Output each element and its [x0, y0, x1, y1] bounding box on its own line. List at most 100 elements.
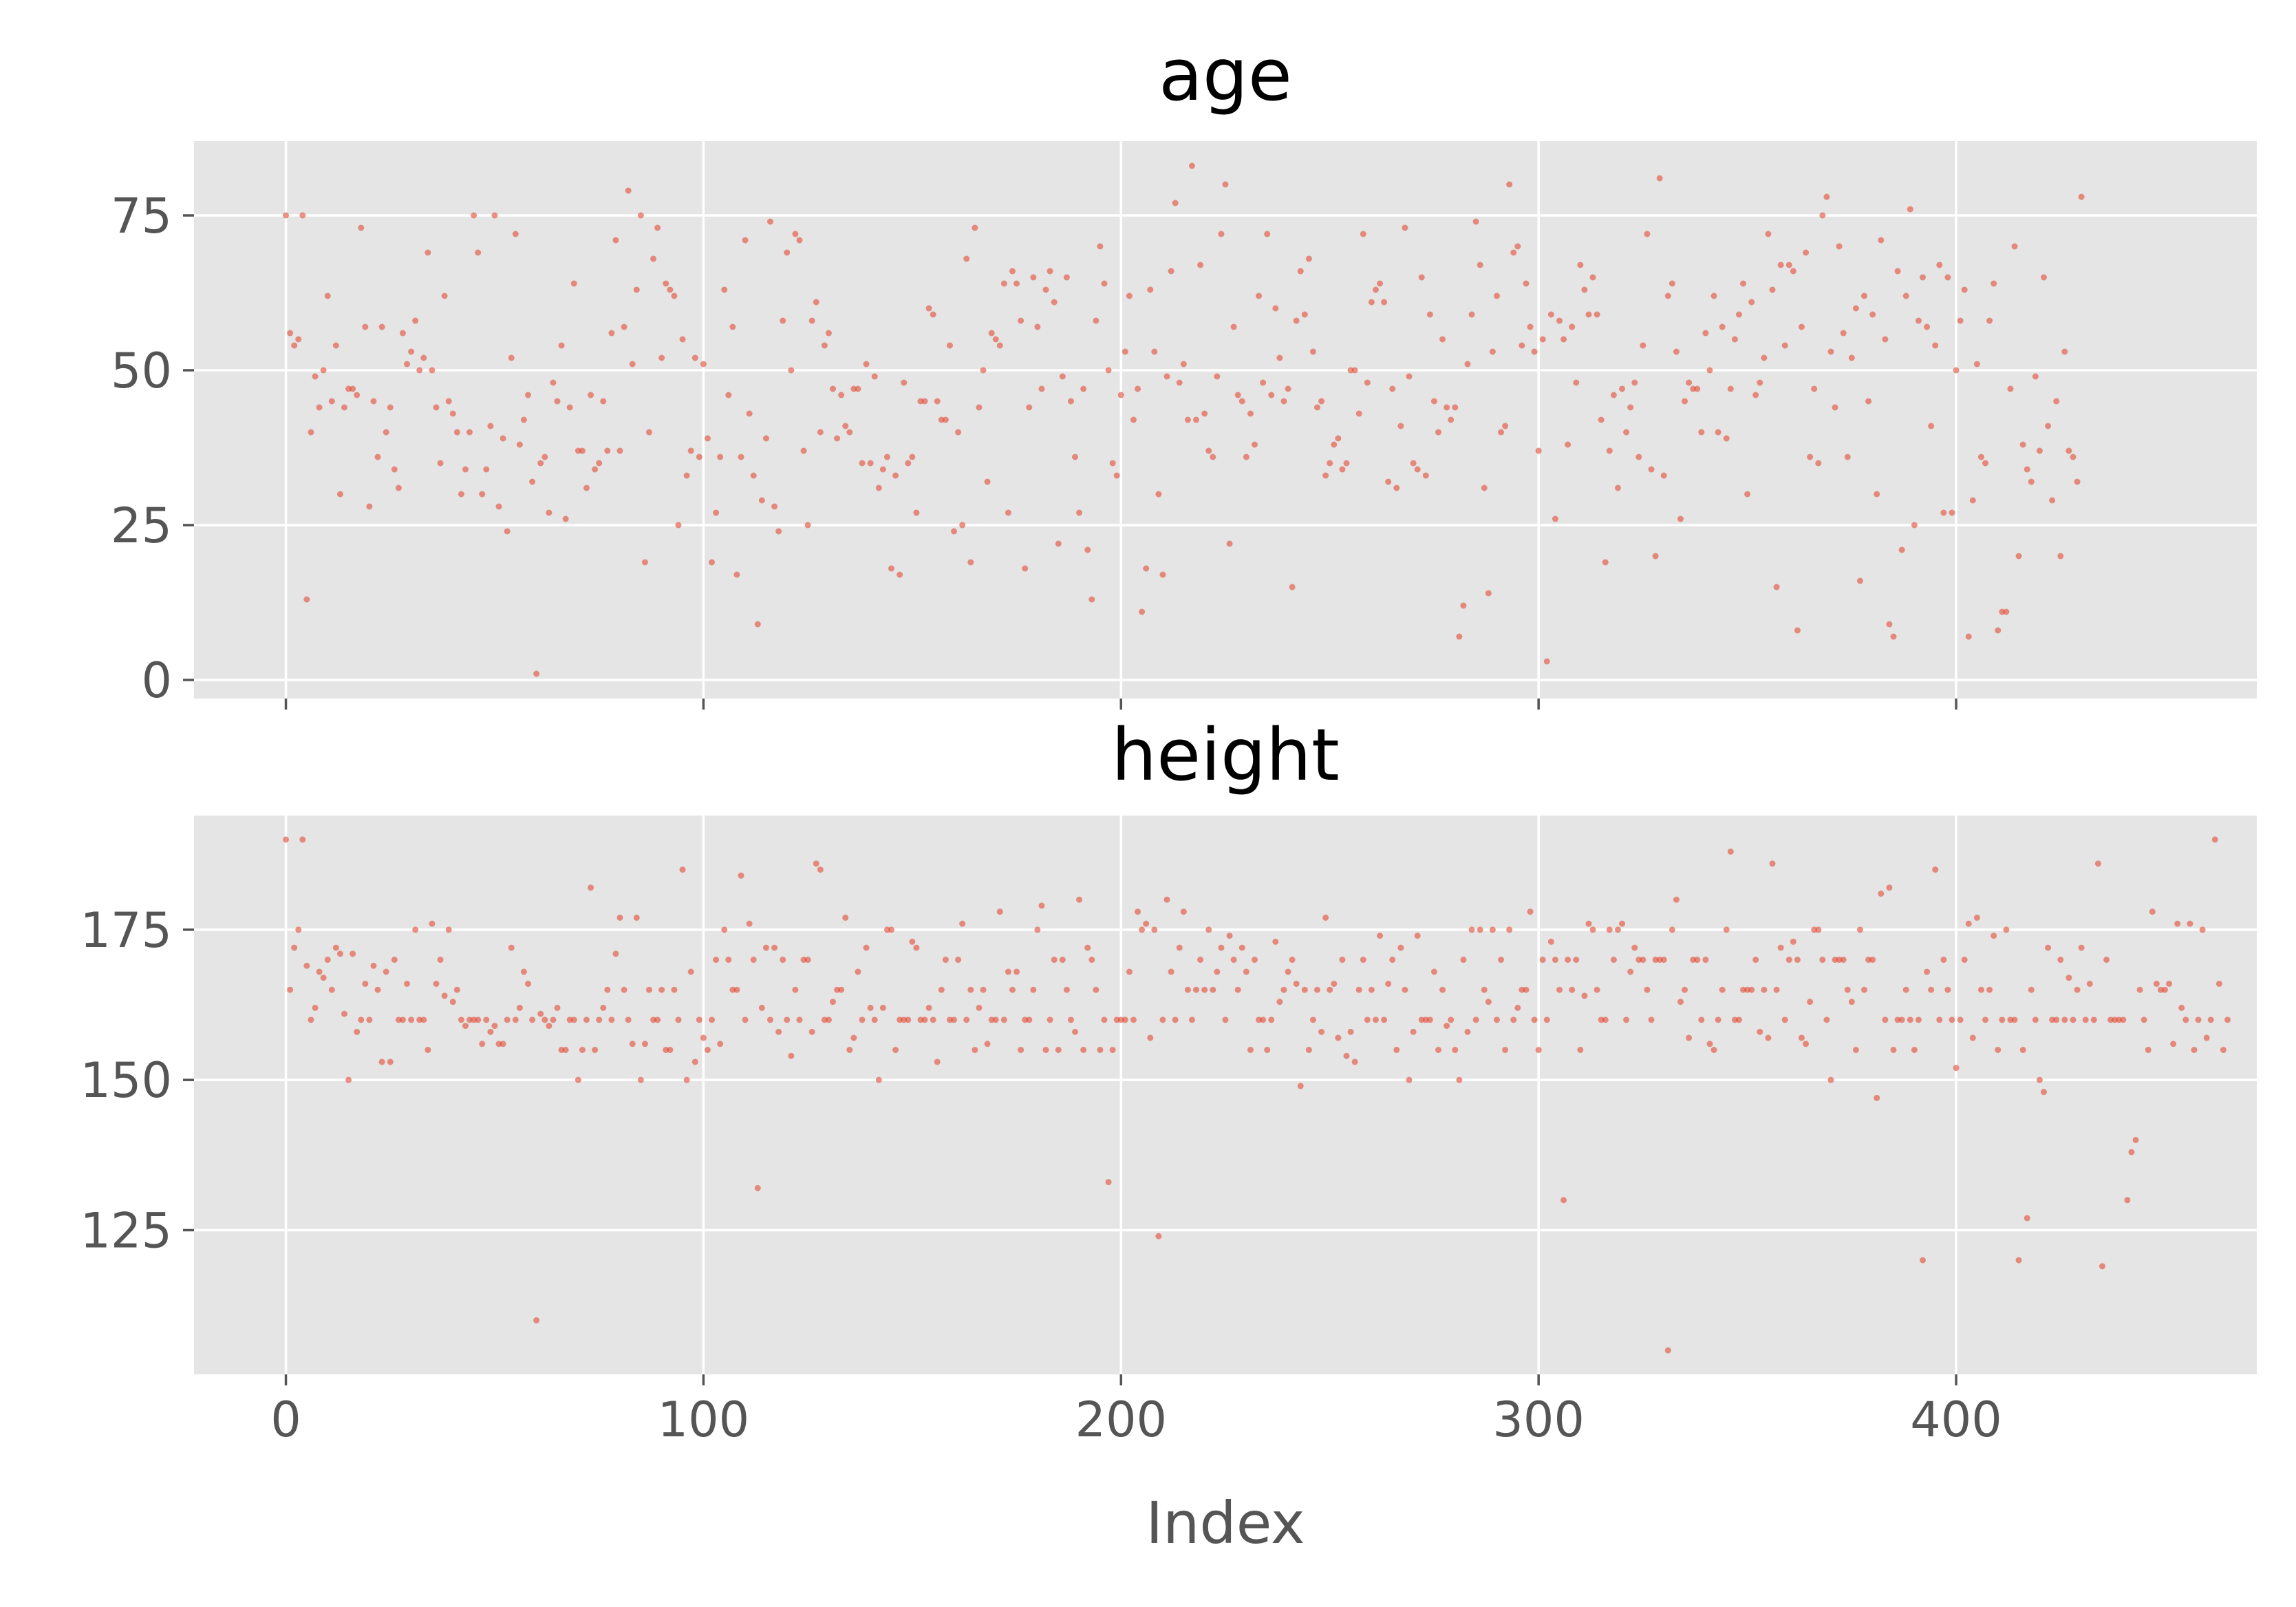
age-data-point: [1331, 441, 1338, 448]
age-data-point: [1197, 262, 1204, 268]
age-data-point: [1038, 385, 1045, 392]
age-data-point: [754, 621, 761, 628]
height-data-point: [316, 968, 323, 975]
height-data-point: [1794, 957, 1801, 964]
height-data-point: [1097, 1047, 1104, 1054]
age-data-point: [946, 342, 953, 349]
height-data-point: [1247, 1047, 1254, 1054]
age-y-tick-label: 0: [141, 652, 172, 709]
height-data-point: [1347, 1028, 1354, 1035]
height-data-point: [1293, 980, 1300, 987]
age-data-point: [867, 460, 874, 467]
height-data-point: [1502, 1047, 1509, 1054]
age-data-point: [1823, 193, 1830, 200]
age-data-point: [1961, 286, 1968, 293]
height-data-point: [1343, 1052, 1350, 1059]
height-data-point: [324, 957, 331, 964]
height-data-point: [1715, 1017, 1721, 1023]
age-data-point: [1339, 466, 1346, 473]
height-data-point: [1430, 968, 1437, 975]
age-data-point: [391, 466, 398, 473]
height-data-point: [775, 1028, 782, 1035]
height-data-point: [1301, 986, 1308, 993]
age-data-point: [1577, 262, 1584, 268]
age-data-point: [1130, 416, 1137, 423]
age-data-point: [1372, 286, 1379, 293]
age-data-point: [312, 373, 319, 380]
height-data-point: [1351, 1058, 1358, 1065]
height-data-point: [1318, 1028, 1325, 1035]
age-data-point: [612, 237, 619, 244]
age-data-point: [387, 404, 394, 411]
height-data-point: [362, 980, 369, 987]
age-data-point: [1677, 515, 1684, 522]
height-data-point: [1748, 986, 1755, 993]
age-data-point: [1936, 262, 1943, 268]
age-data-point: [1076, 509, 1083, 516]
height-data-point: [546, 1023, 552, 1030]
height-data-point: [1130, 1017, 1137, 1023]
height-data-point: [575, 1076, 581, 1083]
height-data-point: [604, 986, 611, 993]
age-data-point: [554, 398, 561, 405]
height-data-point: [1773, 986, 1780, 993]
height-data-point: [2224, 1017, 2231, 1023]
height-data-point: [1999, 1017, 2006, 1023]
age-data-point: [1790, 268, 1796, 275]
age-chart-title: age: [1159, 33, 1292, 117]
height-data-point: [1042, 1047, 1049, 1054]
age-data-point: [1748, 299, 1755, 306]
age-data-point: [1297, 268, 1304, 275]
height-y-tick-label: 150: [80, 1052, 172, 1109]
height-data-point: [1000, 1017, 1007, 1023]
height-data-point: [1644, 986, 1651, 993]
height-data-point: [500, 1041, 506, 1047]
height-data-point: [2207, 1017, 2214, 1023]
age-data-point: [1163, 373, 1170, 380]
age-data-point: [1803, 249, 1810, 256]
age-data-point: [1898, 546, 1905, 553]
height-data-point: [429, 920, 436, 927]
age-data-point: [1594, 311, 1600, 318]
age-data-point: [1589, 274, 1596, 281]
height-data-point: [817, 866, 824, 873]
height-data-point: [1335, 1034, 1342, 1041]
height-data-point: [1648, 1017, 1655, 1023]
height-data-point: [1205, 926, 1212, 933]
height-data-point: [796, 1017, 803, 1023]
age-data-point: [1886, 621, 1893, 628]
age-data-point: [766, 218, 773, 225]
height-data-point: [1055, 1047, 1062, 1054]
age-data-point: [1184, 416, 1191, 423]
age-data-point: [1777, 262, 1784, 268]
height-data-point: [583, 1017, 590, 1023]
height-data-point: [520, 968, 527, 975]
height-data-point: [2070, 1017, 2077, 1023]
age-data-point: [1794, 627, 1801, 634]
height-data-point: [963, 1017, 970, 1023]
height-data-point: [1360, 957, 1366, 964]
height-data-point: [441, 992, 448, 999]
age-data-point: [984, 478, 991, 485]
age-data-point: [2007, 385, 2014, 392]
height-data-point: [370, 962, 377, 969]
age-data-point: [2032, 373, 2039, 380]
age-data-point: [408, 348, 415, 355]
age-data-point: [566, 404, 573, 411]
age-data-point: [1543, 658, 1550, 665]
age-data-point: [1335, 435, 1342, 442]
height-data-point: [1623, 1017, 1630, 1023]
age-data-point: [1769, 286, 1776, 293]
age-data-point: [1664, 292, 1671, 299]
age-data-point: [1472, 218, 1479, 225]
age-data-point: [1285, 385, 1291, 392]
age-data-point: [1924, 323, 1931, 330]
height-data-point: [453, 986, 460, 993]
age-data-point: [1117, 392, 1124, 398]
age-data-point: [287, 330, 294, 337]
height-data-point: [1180, 908, 1187, 915]
height-data-point: [725, 957, 732, 964]
height-data-point: [637, 1076, 644, 1083]
age-data-point: [955, 429, 962, 436]
x-axis-label: Index: [1146, 1489, 1305, 1557]
